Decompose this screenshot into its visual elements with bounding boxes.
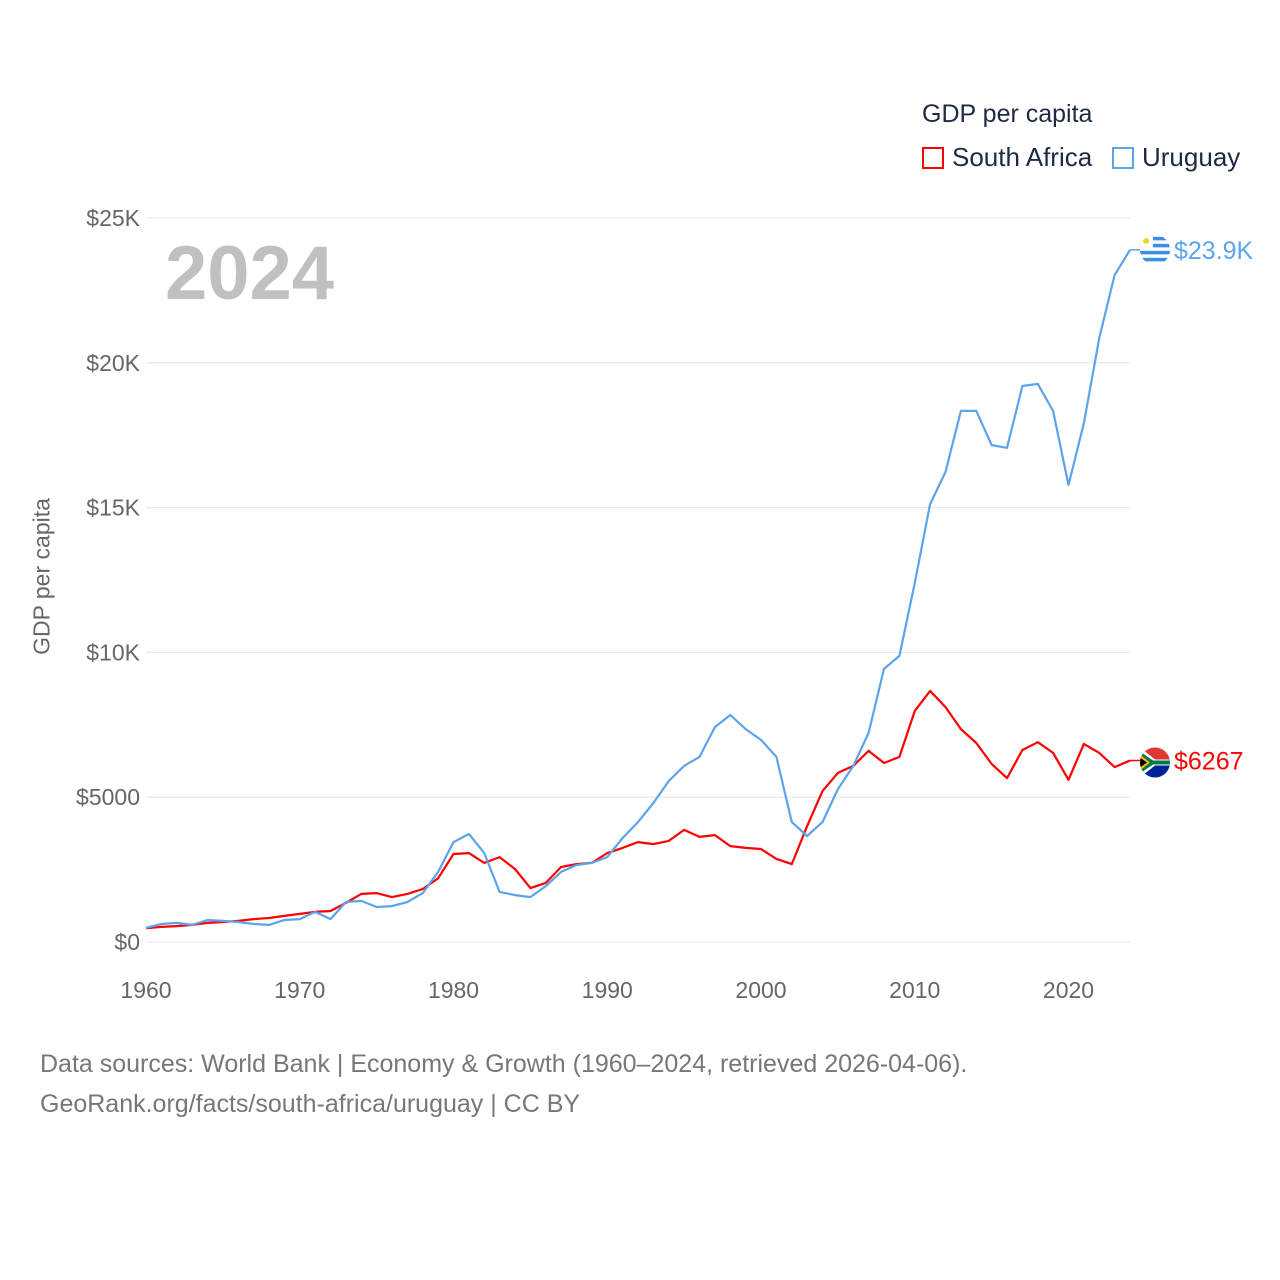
- flag-stripe: [1140, 236, 1170, 241]
- end-value-label: $6267: [1174, 748, 1244, 776]
- x-tick-label: 2010: [889, 977, 940, 1003]
- x-tick-label: 1980: [428, 977, 479, 1003]
- y-tick-label: $0: [114, 929, 140, 955]
- y-tick-label: $20K: [86, 350, 140, 376]
- x-tick-label: 1990: [582, 977, 633, 1003]
- legend-label: South Africa: [952, 142, 1093, 172]
- x-tick-label: 2020: [1043, 977, 1094, 1003]
- flag-stripe: [1140, 257, 1170, 262]
- x-tick-label: 1960: [120, 977, 171, 1003]
- data-source-text: Data sources: World Bank | Economy & Gro…: [40, 1050, 968, 1078]
- current-year-label: 2024: [165, 231, 335, 316]
- legend-item-south-africa[interactable]: South Africa: [922, 142, 1092, 173]
- y-tick-label: $10K: [86, 639, 140, 665]
- flag-stripe: [1140, 243, 1170, 248]
- y-tick-label: $5000: [76, 784, 140, 810]
- legend-swatch-uruguay: [1112, 146, 1134, 169]
- legend-swatch-south-africa: [922, 146, 944, 169]
- flag-triangle: [1140, 757, 1147, 768]
- series-line-uruguay: [145, 249, 1131, 929]
- y-axis-label: GDP per capita: [28, 498, 55, 655]
- y-tick-label: $25K: [86, 205, 140, 231]
- uruguay-flag-icon: [1140, 234, 1170, 265]
- footer: Data sources: World Bank | Economy & Gro…: [40, 1044, 967, 1124]
- flag-body: [1140, 747, 1170, 778]
- x-tick-label: 1970: [274, 977, 325, 1003]
- attribution-link[interactable]: GeoRank.org/facts/south-africa/uruguay |…: [40, 1090, 581, 1118]
- x-tick-label: 2000: [735, 977, 786, 1003]
- legend-title: GDP per capita: [922, 100, 1093, 128]
- flag-sun: [1143, 237, 1149, 244]
- flag-body: [1140, 234, 1170, 265]
- series-line-south-africa: [145, 689, 1131, 930]
- legend-label: Uruguay: [1142, 142, 1241, 172]
- flag-stripe: [1140, 250, 1170, 255]
- legend-item-uruguay[interactable]: Uruguay: [1112, 142, 1240, 173]
- flag-band: [1140, 751, 1170, 774]
- y-tick-label: $15K: [86, 495, 140, 521]
- south-africa-flag-icon: [1140, 747, 1170, 778]
- end-value-label: $23.9K: [1174, 237, 1254, 265]
